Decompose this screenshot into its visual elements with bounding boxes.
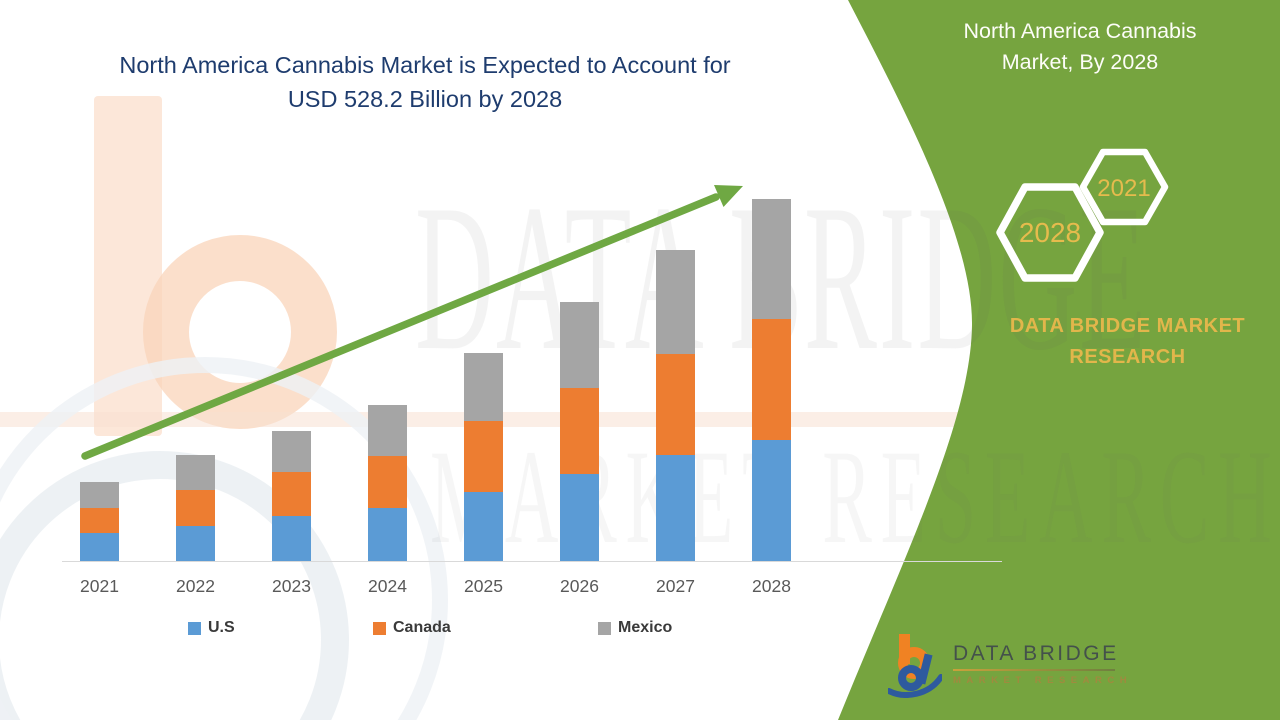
logo-text-block: DATA BRIDGE MARKET RESEARCH bbox=[953, 634, 1132, 686]
brand-gold-line2: RESEARCH bbox=[1069, 346, 1186, 368]
hexagon-2021-label: 2021 bbox=[1097, 175, 1151, 202]
side-panel-heading-line1: North America Cannabis bbox=[963, 19, 1197, 43]
bar-2026-mexico bbox=[560, 301, 599, 388]
x-axis-label-2028: 2028 bbox=[752, 576, 791, 596]
green-panel-shape bbox=[838, 0, 1280, 720]
bar-2026-us bbox=[560, 473, 599, 561]
chart-title-line2: USD 528.2 Billion by 2028 bbox=[287, 86, 563, 112]
bar-2028-canada bbox=[752, 318, 791, 440]
legend-swatch-canada bbox=[373, 621, 386, 635]
bar-2023-canada bbox=[272, 471, 311, 516]
x-axis-label-2024: 2024 bbox=[368, 576, 407, 596]
bar-2021-canada bbox=[80, 508, 119, 533]
chart-title-line1: North America Cannabis Market is Expecte… bbox=[119, 52, 731, 78]
bar-2028-mexico bbox=[752, 199, 791, 319]
x-axis-label-2021: 2021 bbox=[80, 576, 119, 596]
bar-2026-canada bbox=[560, 387, 599, 474]
x-axis-label-2023: 2023 bbox=[272, 576, 311, 596]
bar-2024-mexico bbox=[368, 405, 407, 457]
legend-item-us: U.S bbox=[188, 619, 235, 637]
bar-2025-us bbox=[464, 491, 503, 561]
bar-2024-us bbox=[368, 508, 407, 561]
bar-2022-canada bbox=[176, 489, 215, 527]
bar-2027-mexico bbox=[656, 249, 695, 355]
x-axis-label-2027: 2027 bbox=[656, 576, 695, 596]
bar-2023-us bbox=[272, 515, 311, 561]
x-axis-label-2026: 2026 bbox=[560, 576, 599, 596]
logo-divider-line bbox=[953, 669, 1115, 671]
brand-gold-line1: DATA BRIDGE MARKET bbox=[1009, 315, 1246, 337]
legend-swatch-mexico bbox=[598, 621, 611, 635]
bar-2022-mexico bbox=[176, 455, 215, 490]
data-bridge-logo-mark bbox=[888, 634, 942, 698]
bar-2025-canada bbox=[464, 420, 503, 492]
legend-item-canada: Canada bbox=[373, 619, 451, 637]
bar-2022-us bbox=[176, 526, 215, 561]
bar-2021-us bbox=[80, 532, 119, 561]
logo-name-text: DATA BRIDGE bbox=[953, 642, 1119, 665]
legend-label-mexico: Mexico bbox=[618, 619, 673, 636]
bar-2027-us bbox=[656, 454, 695, 561]
bar-2027-canada bbox=[656, 354, 695, 455]
side-panel-heading: North America Cannabis Market, By 2028 bbox=[935, 16, 1225, 78]
data-bridge-logo: DATA BRIDGE MARKET RESEARCH bbox=[888, 634, 1132, 698]
x-axis-label-2022: 2022 bbox=[176, 576, 215, 596]
legend-swatch-us bbox=[188, 621, 201, 635]
legend-label-us: U.S bbox=[208, 619, 235, 636]
legend-label-canada: Canada bbox=[393, 619, 451, 636]
chart-title: North America Cannabis Market is Expecte… bbox=[40, 48, 810, 116]
bar-2023-mexico bbox=[272, 430, 311, 472]
bar-2028-us bbox=[752, 439, 791, 561]
logo-sub-text: MARKET RESEARCH bbox=[953, 675, 1133, 686]
side-panel-heading-line2: Market, By 2028 bbox=[1001, 50, 1159, 74]
brand-gold-text: DATA BRIDGE MARKET RESEARCH bbox=[985, 311, 1270, 373]
legend-item-mexico: Mexico bbox=[598, 619, 672, 637]
bar-2025-mexico bbox=[464, 353, 503, 421]
x-axis-label-2025: 2025 bbox=[464, 576, 503, 596]
bar-2021-mexico bbox=[80, 482, 119, 509]
bar-2024-canada bbox=[368, 456, 407, 509]
x-axis-line bbox=[62, 561, 1002, 562]
hexagon-2028-label: 2028 bbox=[1018, 217, 1082, 248]
